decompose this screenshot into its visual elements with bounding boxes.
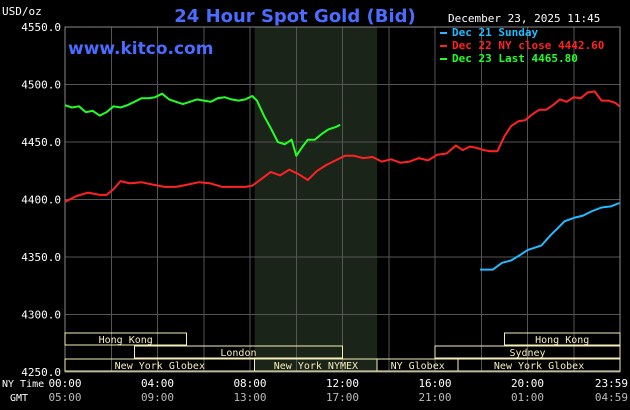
session-label: New York Globex: [494, 361, 584, 372]
x-tick-ny: 16:00: [418, 377, 451, 390]
x-tick-ny: 04:00: [141, 377, 174, 390]
session-label: Hong Kong: [99, 335, 153, 346]
y-tick-label: 4500.0: [21, 79, 61, 92]
series-line-dec-21-sunday: [480, 202, 620, 271]
session-label: New York Globex: [115, 361, 205, 372]
units-label: USD/oz: [2, 5, 42, 18]
session-box: [434, 345, 621, 359]
series-line-dec-22-ny-close-4442-60: [64, 90, 621, 203]
grid-layer: [64, 26, 621, 373]
gmt-label: GMT: [10, 393, 28, 404]
legend-label: Dec 22 NY close 4442.60: [452, 39, 604, 52]
x-tick-gmt: 04:59: [595, 391, 628, 404]
x-tick-ny: 12:00: [326, 377, 359, 390]
x-tick-ny: 20:00: [511, 377, 544, 390]
x-tick-gmt: 09:00: [141, 391, 174, 404]
session-box: [457, 358, 621, 372]
series-line-dec-23-last-4465-80: [64, 92, 341, 157]
watermark-kitco: www.kitco.com: [68, 39, 213, 59]
x-tick-gmt: 13:00: [233, 391, 266, 404]
series-layer: [64, 90, 621, 271]
x-tick-gmt: 05:00: [48, 391, 81, 404]
ny-time-label: NY Time: [2, 379, 44, 390]
x-tick-ny: 00:00: [48, 377, 81, 390]
session-label: NY Globex: [391, 361, 445, 372]
session-box: [503, 332, 621, 346]
y-tick-label: 4450.0: [21, 136, 61, 149]
x-tick-gmt: 01:00: [511, 391, 544, 404]
legend-label: Dec 21 Sunday: [452, 26, 538, 39]
timestamp: December 23, 2025 11:45: [448, 12, 600, 25]
session-boxes: Hong Kong Hong Kong London Sydney New York G…: [64, 332, 621, 372]
legend-label: Dec 23 Last 4465.80: [452, 52, 578, 65]
x-tick-gmt: 21:00: [418, 391, 451, 404]
y-tick-label: 4400.0: [21, 194, 61, 207]
session-box: [133, 345, 343, 359]
axis-layer: 4250.0 4300.0 4350.0 4400.0 4450.0 4500.0 4550…: [21, 21, 628, 404]
session-label: Hong Kong: [535, 335, 589, 346]
x-tick-gmt: 17:00: [326, 391, 359, 404]
y-tick-label: 4550.0: [21, 21, 61, 34]
y-tick-label: 4250.0: [21, 366, 61, 379]
chart-title: 24 Hour Spot Gold (Bid): [174, 6, 415, 27]
x-tick-ny: 23:59: [595, 377, 628, 390]
session-label: London: [220, 348, 256, 359]
x-tick-ny: 08:00: [233, 377, 266, 390]
plot-frame: [64, 26, 621, 373]
y-tick-label: 4300.0: [21, 309, 61, 322]
y-tick-label: 4350.0: [21, 251, 61, 264]
session-box: [64, 332, 187, 346]
session-label: Sydney: [509, 348, 545, 359]
session-label: New York NYMEX: [274, 361, 358, 372]
